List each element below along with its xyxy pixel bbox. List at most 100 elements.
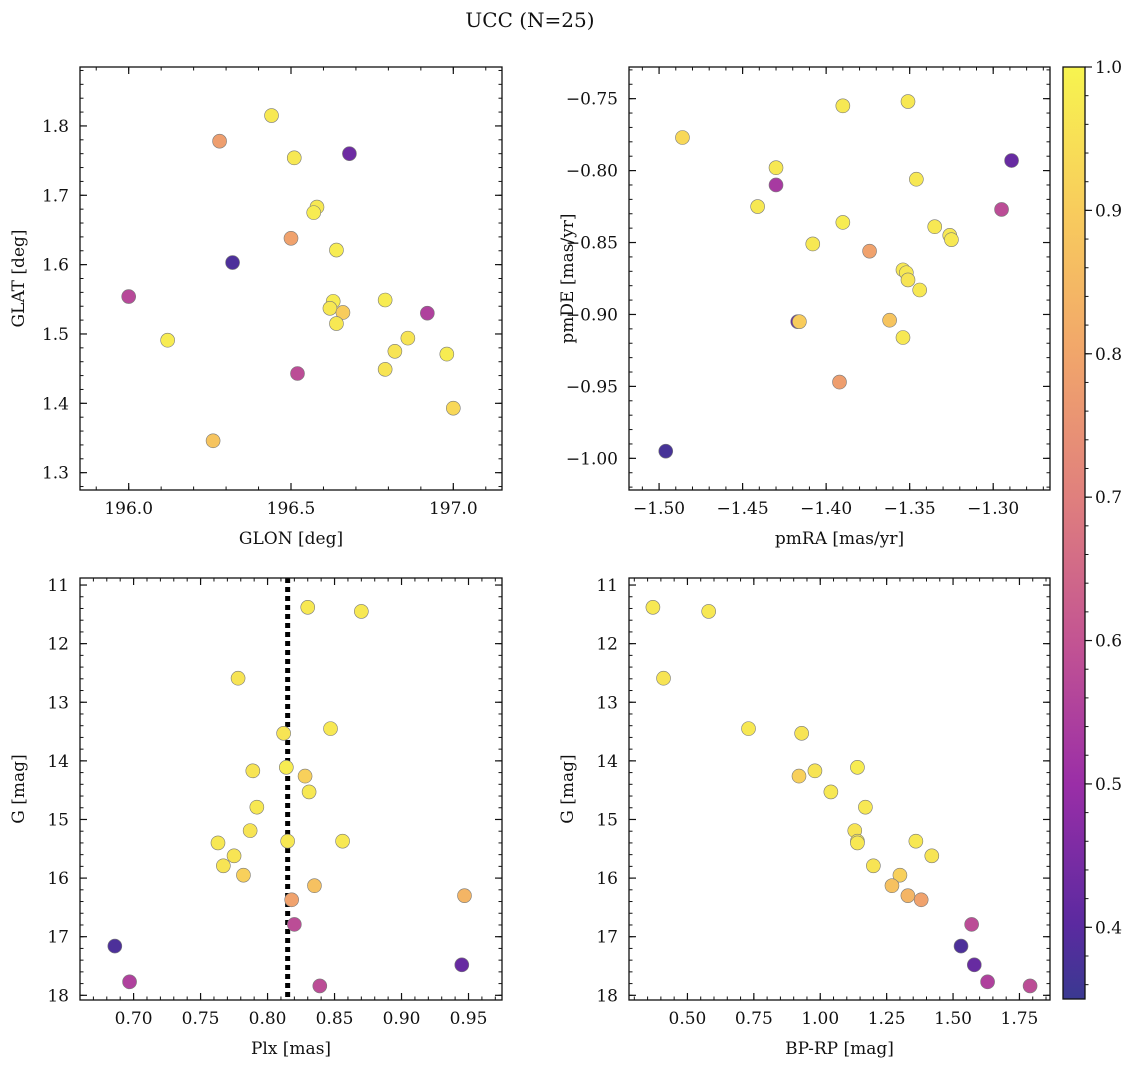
- y-tick-label: −0.85: [566, 234, 618, 254]
- data-point: [927, 219, 943, 235]
- data-point: [280, 833, 295, 849]
- data-point: [400, 330, 416, 346]
- data-point: [966, 957, 982, 973]
- colorbar-ticks: 0.4 0.5 0.6 0.7 0.8 0.9 1.0: [1085, 58, 1122, 986]
- x-tick-label: 0.85: [316, 1009, 354, 1029]
- data-point: [439, 346, 455, 362]
- data-point: [286, 150, 302, 166]
- colorbar-tick-label: 1.0: [1095, 58, 1122, 78]
- x-tick-label: −1.45: [717, 499, 769, 519]
- data-point: [245, 763, 261, 779]
- x-tick-label: 197.0: [429, 499, 478, 519]
- data-point: [297, 768, 313, 784]
- y-tick-label: 15: [596, 810, 618, 830]
- data-point: [658, 443, 674, 459]
- data-point: [909, 171, 924, 187]
- major-ticks: [80, 578, 502, 1000]
- data-point: [944, 232, 959, 247]
- data-point: [656, 670, 671, 686]
- colorbar-tick-label: 0.8: [1095, 345, 1122, 365]
- data-point: [866, 858, 881, 874]
- y-tick-label: 17: [596, 928, 618, 948]
- data-point: [791, 768, 807, 784]
- x-tick-label: −1.30: [967, 499, 1019, 519]
- colorbar-tick-label: 0.4: [1095, 918, 1122, 938]
- axes-frame: [628, 577, 1051, 1001]
- y-tick-label: 17: [47, 928, 69, 948]
- panels: 196.0 196.5 197.0 1.3 1.4 1.5 1.6 1.7 1.8 GLON [d…: [9, 66, 1051, 1059]
- data-point: [307, 878, 322, 894]
- data-point: [913, 892, 929, 908]
- data-point: [446, 400, 461, 416]
- data-point: [216, 858, 231, 874]
- data-point: [225, 255, 240, 270]
- x-axis-label: Plx [mas]: [251, 1039, 331, 1059]
- x-tick-label: 1.25: [868, 1009, 906, 1029]
- data-point: [900, 94, 916, 109]
- y-tick-label: 11: [596, 576, 618, 596]
- x-tick-label: 0.75: [182, 1009, 220, 1029]
- data-point: [249, 799, 265, 815]
- data-point: [701, 604, 716, 619]
- data-point: [980, 974, 995, 990]
- y-axis-label: GLAT [deg]: [9, 229, 29, 327]
- x-tick-label: 0.95: [450, 1009, 488, 1029]
- data-point: [283, 230, 299, 246]
- data-point: [420, 305, 435, 321]
- y-tick-label: −1.00: [566, 449, 618, 469]
- data-point: [850, 760, 865, 775]
- data-point: [107, 938, 123, 954]
- data-point: [1022, 978, 1038, 994]
- data-point: [121, 289, 136, 304]
- x-tick-label: 0.70: [115, 1009, 153, 1029]
- x-axis-label: pmRA [mas/yr]: [775, 529, 904, 549]
- x-tick-label: 196.0: [104, 499, 153, 519]
- panel-pm: −1.50 −1.45 −1.40 −1.35 −1.30 −1.00 −0.95 −0.90…: [558, 66, 1051, 549]
- x-tick-label: 0.50: [669, 1009, 707, 1029]
- data-point: [835, 98, 851, 114]
- minor-ticks: [629, 578, 1050, 1000]
- data-point: [160, 332, 175, 348]
- colorbar-tick-label: 0.9: [1095, 201, 1122, 221]
- y-tick-label: −0.95: [566, 377, 618, 397]
- data-point: [741, 721, 756, 736]
- axes-frame: [79, 577, 503, 1001]
- data-point: [823, 784, 839, 800]
- x-tick-label: 196.5: [267, 499, 316, 519]
- minor-ticks: [629, 67, 1050, 490]
- y-tick-label: 18: [596, 986, 618, 1006]
- data-point: [805, 236, 821, 252]
- data-point: [675, 130, 690, 145]
- x-tick-label: 1.00: [801, 1009, 839, 1029]
- data-point: [122, 974, 137, 990]
- y-axis-label: pmDE [mas/yr]: [558, 213, 578, 343]
- y-tick-label: 1.8: [42, 117, 69, 137]
- y-tick-label: 16: [47, 869, 69, 889]
- data-point: [276, 726, 291, 741]
- data-point: [892, 867, 908, 883]
- x-tick-label: −1.40: [800, 499, 852, 519]
- data-point: [300, 600, 316, 615]
- data-point: [645, 600, 661, 615]
- data-point: [329, 316, 344, 331]
- figure-title: UCC (N=25): [465, 8, 594, 32]
- data-point: [377, 292, 393, 308]
- colorbar: 0.4 0.5 0.6 0.7 0.8 0.9 1.0: [1062, 58, 1122, 1000]
- y-tick-label: 1.6: [42, 256, 69, 276]
- data-point: [335, 833, 350, 849]
- data-point: [953, 938, 969, 954]
- data-point: [301, 784, 317, 800]
- y-tick-label: −0.75: [566, 90, 618, 110]
- y-axis-label: G [mag]: [9, 754, 29, 823]
- data-point: [335, 305, 351, 320]
- colorbar-tick-label: 0.7: [1095, 488, 1122, 508]
- x-tick-label: 0.75: [735, 1009, 773, 1029]
- data-point: [794, 726, 809, 741]
- data-point: [242, 823, 258, 838]
- x-tick-label: 0.80: [249, 1009, 287, 1029]
- major-ticks: [80, 67, 502, 490]
- panel-cmd: 0.50 0.75 1.00 1.25 1.50 1.75 11 12 13 14 15 16 17 18…: [558, 576, 1051, 1059]
- minor-ticks: [80, 67, 502, 490]
- x-tick-label: 1.50: [934, 1009, 972, 1029]
